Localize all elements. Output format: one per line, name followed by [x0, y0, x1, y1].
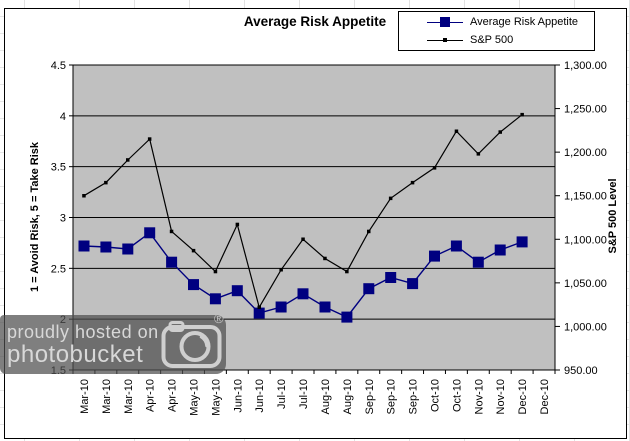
chart-title: Average Risk Appetite — [243, 14, 387, 29]
x-axis-tick-label: Mar-10 — [79, 379, 91, 414]
sp500-data-point — [126, 158, 130, 162]
x-axis-tick-label: Jul-10 — [298, 379, 310, 409]
legend-item-risk[interactable]: Average Risk Appetite — [427, 15, 594, 30]
x-axis-tick-label: Dec-10 — [517, 379, 529, 414]
legend-label-sp500: S&P 500 — [470, 34, 514, 46]
x-axis-tick-label: Sep-10 — [364, 379, 376, 414]
registered-trademark-symbol: ® — [214, 311, 224, 326]
risk-data-point — [341, 311, 353, 323]
x-axis-tick-label: Oct-10 — [451, 379, 463, 412]
risk-data-point — [450, 240, 462, 252]
right-axis-tick-label: 1,200.00 — [564, 147, 607, 159]
sp500-data-point — [147, 137, 152, 141]
risk-data-point — [188, 279, 199, 291]
risk-data-point — [385, 272, 397, 283]
left-axis-tick-label: 3.5 — [51, 162, 66, 174]
right-axis-tick-label: 1,300.00 — [564, 60, 607, 72]
sp500-data-point — [169, 229, 174, 234]
risk-series-marker-icon — [427, 16, 463, 28]
legend[interactable]: Average Risk Appetite S&P 500 — [398, 11, 595, 51]
sp500-data-point — [410, 180, 415, 185]
risk-data-point — [122, 243, 134, 255]
sp500-data-point — [388, 196, 393, 201]
risk-data-point — [78, 240, 90, 252]
watermark-line2: photobucket — [7, 340, 144, 368]
sp500-data-point — [454, 129, 459, 133]
series-sp500 — [82, 112, 524, 309]
sp500-series-marker-icon — [427, 34, 463, 46]
x-axis-tick-label: Jun-10 — [254, 379, 266, 413]
watermark-line1: proudly hosted on — [7, 321, 159, 342]
x-axis-tick-label: May-10 — [189, 379, 201, 416]
x-axis-tick-label: Aug-10 — [342, 379, 354, 414]
risk-data-point — [275, 301, 287, 313]
sp500-data-point — [104, 180, 108, 185]
right-axis-tick-label: 1,000.00 — [564, 321, 607, 333]
sp500-data-point — [367, 229, 371, 234]
sp500-data-point — [498, 130, 502, 134]
left-axis-title: 1 = Avoid Risk, 5 = Take Risk — [29, 141, 41, 292]
x-axis-tick-label: May-10 — [210, 379, 222, 416]
x-axis-tick-label: Oct-10 — [430, 379, 442, 412]
risk-data-point — [319, 301, 331, 313]
risk-data-point — [100, 241, 112, 253]
risk-data-point — [516, 236, 528, 248]
risk-data-point — [429, 250, 440, 262]
series-risk — [78, 227, 528, 323]
sp500-data-point — [235, 222, 240, 227]
risk-data-point — [407, 278, 419, 290]
x-axis-tick-label: Jul-10 — [276, 379, 288, 409]
right-axis-tick-label: 1,050.00 — [564, 278, 607, 290]
x-axis-tick-label: Jun-10 — [232, 379, 244, 413]
legend-label-risk: Average Risk Appetite — [470, 16, 579, 28]
x-axis-tick-label: Mar-10 — [123, 379, 135, 414]
sp500-data-point — [191, 248, 196, 253]
sp500-data-point — [432, 166, 437, 170]
photobucket-camera-icon — [161, 320, 222, 368]
x-axis-tick-label: Apr-10 — [167, 379, 179, 412]
x-axis-tick-label: Nov-10 — [495, 379, 507, 414]
sp500-data-point — [323, 256, 327, 261]
risk-data-point — [253, 307, 265, 319]
right-axis-tick-label: 1,250.00 — [564, 104, 607, 116]
x-axis-tick-label: Nov-10 — [473, 379, 485, 414]
risk-data-point — [297, 288, 309, 300]
sp500-data-point — [476, 152, 481, 156]
watermark-text: proudly hosted on photobucket — [0, 323, 159, 367]
photobucket-watermark: proudly hosted on photobucket — [0, 315, 226, 374]
sp500-data-point — [301, 237, 305, 241]
sp500-data-point — [257, 305, 261, 309]
x-axis-tick-label: Apr-10 — [145, 379, 157, 412]
risk-data-point — [166, 256, 178, 268]
x-axis-tick-label: Sep-10 — [386, 379, 398, 414]
risk-data-point — [144, 227, 156, 239]
left-axis-tick-label: 2.5 — [51, 263, 66, 275]
right-axis-tick-label: 950.00 — [564, 365, 598, 377]
risk-data-point — [231, 285, 243, 297]
right-axis-title: S&P 500 Level — [607, 178, 619, 253]
sp500-data-point — [345, 269, 349, 274]
right-axis-tick-label: 1,150.00 — [564, 191, 607, 203]
left-axis-tick-label: 3 — [60, 213, 66, 225]
risk-data-point — [472, 256, 484, 268]
x-axis-labels: Mar-10 Mar-10 Mar-10 Apr-10 Apr-10 May-10 May-… — [79, 379, 551, 416]
x-axis-tick-label: Aug-10 — [320, 379, 332, 414]
x-axis-tick-label: Dec-10 — [539, 379, 551, 414]
legend-item-sp500[interactable]: S&P 500 — [427, 33, 594, 48]
risk-data-point — [363, 283, 375, 295]
risk-data-point — [494, 244, 506, 256]
right-axis: 1,300.00 1,250.00 1,200.00 1,150.00 1,100.00… — [555, 60, 607, 377]
sp500-data-point — [213, 269, 218, 274]
x-axis-tick-label: Sep-10 — [408, 379, 420, 414]
sp500-data-point — [82, 194, 86, 198]
right-axis-tick-label: 1,100.00 — [564, 234, 607, 246]
sp500-data-point — [279, 268, 283, 272]
left-axis-tick-label: 4.5 — [51, 60, 66, 72]
sp500-data-point — [520, 112, 524, 117]
x-axis-tick-label: Mar-10 — [101, 379, 113, 414]
left-axis-tick-label: 4 — [60, 111, 66, 123]
risk-data-point — [209, 293, 221, 305]
